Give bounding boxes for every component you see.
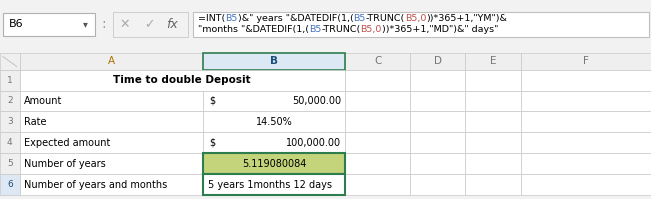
Text: 3: 3 — [7, 117, 12, 126]
Text: 5.119080084: 5.119080084 — [242, 159, 306, 169]
Bar — [0, 153, 20, 174]
Text: F: F — [583, 57, 589, 66]
Text: fx: fx — [166, 18, 178, 31]
Bar — [521, 132, 651, 153]
Bar — [0, 53, 20, 70]
Bar — [203, 153, 345, 174]
Bar — [20, 132, 203, 153]
Bar — [345, 132, 410, 153]
Text: 50,000.00: 50,000.00 — [292, 96, 341, 106]
Bar — [410, 174, 465, 195]
Bar — [20, 153, 203, 174]
Bar — [203, 174, 345, 195]
Text: ))*365+1,"MD")&" days": ))*365+1,"MD")&" days" — [382, 25, 498, 34]
Text: 5: 5 — [7, 159, 12, 168]
Bar — [113, 12, 188, 37]
Text: 14.50%: 14.50% — [256, 117, 292, 127]
Bar — [345, 111, 410, 132]
Text: B: B — [270, 57, 278, 66]
Text: ✓: ✓ — [144, 18, 154, 31]
Text: Time to double Deposit: Time to double Deposit — [113, 75, 251, 85]
Bar — [0, 91, 20, 111]
Bar — [465, 53, 521, 70]
Bar — [410, 111, 465, 132]
Text: 1: 1 — [7, 76, 12, 85]
Bar — [410, 53, 465, 70]
Bar — [345, 153, 410, 174]
Bar — [465, 132, 521, 153]
Text: -TRUNC(: -TRUNC( — [366, 14, 405, 23]
Bar — [345, 70, 410, 91]
Text: 4: 4 — [7, 138, 12, 147]
Bar — [410, 70, 465, 91]
Text: B5: B5 — [309, 25, 322, 34]
Bar — [20, 174, 203, 195]
Text: B5,0: B5,0 — [405, 14, 426, 23]
Text: =INT(: =INT( — [198, 14, 225, 23]
Bar — [410, 91, 465, 111]
Bar — [0, 174, 20, 195]
Text: B5: B5 — [353, 14, 366, 23]
Bar — [521, 91, 651, 111]
Bar — [3, 13, 95, 36]
Bar — [465, 91, 521, 111]
Text: ✕: ✕ — [120, 18, 130, 31]
Bar — [203, 70, 345, 91]
Text: )&" years "&DATEDIF(1,(: )&" years "&DATEDIF(1,( — [238, 14, 353, 23]
Bar — [193, 12, 649, 37]
Text: 5 years 1months 12 days: 5 years 1months 12 days — [208, 179, 331, 190]
Bar — [20, 111, 203, 132]
Bar — [410, 153, 465, 174]
Text: Number of years: Number of years — [24, 159, 106, 169]
Text: "months "&DATEDIF(1,(: "months "&DATEDIF(1,( — [198, 25, 309, 34]
Bar — [465, 174, 521, 195]
Text: ))*365+1,"YM")&: ))*365+1,"YM")& — [426, 14, 507, 23]
Bar — [0, 132, 20, 153]
Text: B5,0: B5,0 — [361, 25, 382, 34]
Bar — [20, 70, 345, 91]
Text: Amount: Amount — [24, 96, 62, 106]
Text: 100,000.00: 100,000.00 — [286, 138, 341, 148]
Text: Rate: Rate — [24, 117, 47, 127]
Bar — [203, 132, 345, 153]
Bar — [521, 70, 651, 91]
Text: ▾: ▾ — [83, 19, 88, 29]
Text: E: E — [490, 57, 496, 66]
Text: $: $ — [210, 138, 215, 148]
Bar — [521, 111, 651, 132]
Bar — [0, 111, 20, 132]
Bar — [203, 91, 345, 111]
Text: :: : — [102, 17, 106, 31]
Bar — [20, 70, 203, 91]
Text: Expected amount: Expected amount — [24, 138, 111, 148]
Text: B5: B5 — [225, 14, 238, 23]
Text: C: C — [374, 57, 381, 66]
Text: 2: 2 — [7, 97, 12, 105]
Bar — [20, 53, 203, 70]
Bar — [0, 0, 651, 53]
Bar — [0, 70, 20, 91]
Text: 6: 6 — [7, 180, 12, 189]
Bar — [345, 91, 410, 111]
Bar — [465, 111, 521, 132]
Bar — [203, 111, 345, 132]
Bar — [345, 53, 410, 70]
Text: D: D — [434, 57, 442, 66]
Text: Number of years and months: Number of years and months — [24, 179, 167, 190]
Bar — [521, 53, 651, 70]
Text: $: $ — [210, 96, 215, 106]
Bar — [203, 53, 345, 70]
Bar — [465, 153, 521, 174]
Text: B6: B6 — [9, 19, 23, 29]
Bar — [345, 174, 410, 195]
Text: -TRUNC(: -TRUNC( — [322, 25, 361, 34]
Bar — [20, 91, 203, 111]
Bar — [521, 153, 651, 174]
Bar — [521, 174, 651, 195]
Bar — [410, 132, 465, 153]
Bar — [465, 70, 521, 91]
Text: A: A — [108, 57, 115, 66]
